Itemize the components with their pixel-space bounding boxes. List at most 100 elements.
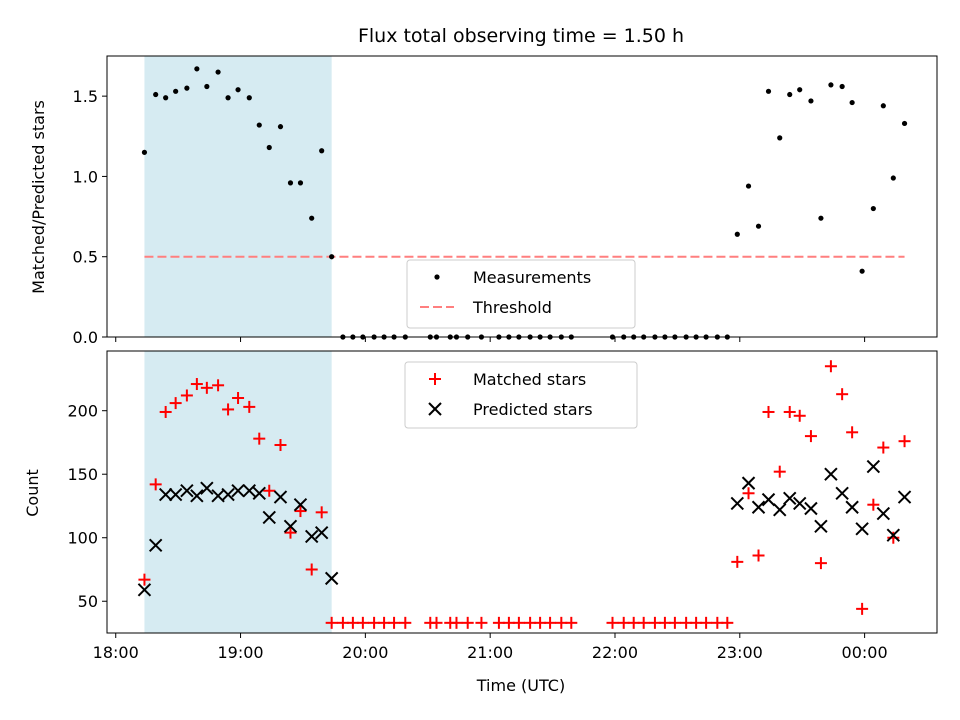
predicted-star-marker xyxy=(845,500,859,514)
predicted-star-marker xyxy=(283,519,298,534)
predicted-star-b xyxy=(886,528,901,542)
predicted-star-b xyxy=(293,497,308,512)
matched-star-marker xyxy=(793,409,806,422)
predicted-star-b xyxy=(835,486,849,500)
matched-star-marker xyxy=(399,616,412,629)
matched-star-marker xyxy=(149,478,162,491)
predicted-star-marker xyxy=(824,467,838,481)
predicted-star-b xyxy=(262,510,276,525)
measurement-point xyxy=(163,95,169,101)
matched-star-marker xyxy=(212,379,225,392)
measurement-point xyxy=(797,87,803,93)
matched-star-marker xyxy=(263,484,276,497)
predicted-star-b xyxy=(168,487,183,502)
matched-star-marker xyxy=(668,616,681,629)
top-y-tick-label: 0.5 xyxy=(73,248,98,267)
predicted-star-marker xyxy=(835,486,849,500)
matched-star-marker xyxy=(253,432,266,445)
predicted-stars-series xyxy=(137,459,912,597)
predicted-star-marker xyxy=(190,489,204,503)
top-y-axis-label: Matched/Predicted stars xyxy=(29,100,48,294)
measurement-point xyxy=(901,120,908,127)
predicted-star-marker xyxy=(262,510,276,525)
legend-predicted-marker xyxy=(428,402,442,416)
predicted-star-marker xyxy=(751,500,766,514)
matched-star-marker xyxy=(898,435,911,448)
top-y-tick-label: 0.0 xyxy=(73,328,98,347)
measurement-point xyxy=(277,124,284,130)
legend-matched-marker xyxy=(429,373,441,385)
predicted-star-marker xyxy=(730,496,745,511)
predicted-star-b xyxy=(876,506,891,521)
matched-star-marker xyxy=(232,392,245,404)
matched-star-marker xyxy=(356,616,369,629)
matched-star-marker xyxy=(450,616,463,629)
matched-star-marker xyxy=(388,616,401,629)
x-tick-label: 22:00 xyxy=(592,643,638,662)
measurement-point xyxy=(153,91,159,98)
matched-star-marker xyxy=(430,616,443,629)
x-tick-label: 23:00 xyxy=(717,643,763,662)
x-tick-label: 21:00 xyxy=(467,643,513,662)
predicted-star-marker xyxy=(180,484,194,498)
predicted-star-b xyxy=(158,487,173,502)
measurement-point xyxy=(880,103,886,109)
matched-star-marker xyxy=(824,360,837,373)
predicted-star-b xyxy=(190,489,204,503)
top-legend: Measurements Threshold xyxy=(406,259,636,329)
predicted-star-marker xyxy=(314,525,329,540)
legend-measurements-marker xyxy=(434,274,440,280)
matched-star-marker xyxy=(846,426,859,439)
predicted-star-b xyxy=(855,522,869,536)
legend-measurements-label: Measurements xyxy=(473,268,591,287)
matched-star-marker xyxy=(762,405,775,418)
predicted-star-marker xyxy=(761,492,776,507)
top-panel: 0.0 0.5 1.0 1.5 Matched/Predicted stars Mea… xyxy=(29,55,938,347)
predicted-star-b xyxy=(897,490,912,504)
predicted-star-marker xyxy=(293,497,308,512)
matched-star-marker xyxy=(461,616,474,629)
matched-star-marker xyxy=(565,616,578,629)
predicted-star-b xyxy=(814,519,828,534)
measurement-point xyxy=(141,149,148,155)
predicted-star-b xyxy=(242,484,256,498)
predicted-star-marker xyxy=(876,506,891,521)
top-y-axis: 0.0 0.5 1.0 1.5 xyxy=(73,87,107,347)
matched-star-marker xyxy=(138,573,151,586)
chart-title: Flux total observing time = 1.50 h xyxy=(358,25,684,47)
matched-star-marker xyxy=(887,531,900,544)
matched-star-marker xyxy=(325,616,338,629)
predicted-star-marker xyxy=(792,496,807,511)
top-legend-box xyxy=(406,259,636,329)
predicted-star-marker xyxy=(221,487,235,502)
predicted-star-marker xyxy=(897,490,912,504)
bottom-panel: 50 100 150 200 18:00 19:00 20:00 21:00 22:00 23:… xyxy=(23,350,938,695)
measurement-point xyxy=(319,148,325,154)
predicted-star-b xyxy=(741,476,756,490)
matched-star-marker xyxy=(856,602,869,615)
measurement-point xyxy=(890,175,896,181)
matched-star-marker xyxy=(294,505,307,518)
predicted-star-b xyxy=(252,486,266,500)
predicted-star-b xyxy=(283,519,298,534)
predicted-star-marker xyxy=(773,503,787,517)
measurement-point xyxy=(859,268,865,274)
legend-matched-label: Matched stars xyxy=(473,370,586,389)
matched-star-marker xyxy=(169,397,182,410)
x-axis-label: Time (UTC) xyxy=(476,676,565,695)
matched-star-marker xyxy=(544,616,557,629)
matched-star-marker xyxy=(284,526,297,539)
predicted-star-marker xyxy=(168,487,183,502)
matched-star-marker xyxy=(700,616,713,629)
predicted-star-marker xyxy=(273,490,288,504)
predicted-star-marker xyxy=(866,459,881,474)
matched-star-marker xyxy=(190,378,203,391)
predicted-star-b xyxy=(221,487,235,502)
predicted-star-b xyxy=(783,491,797,506)
top-axes-frame xyxy=(106,55,938,338)
measurement-point xyxy=(734,231,740,237)
predicted-star-b xyxy=(751,500,766,514)
measurement-point xyxy=(173,88,179,94)
measurement-point xyxy=(204,83,210,90)
